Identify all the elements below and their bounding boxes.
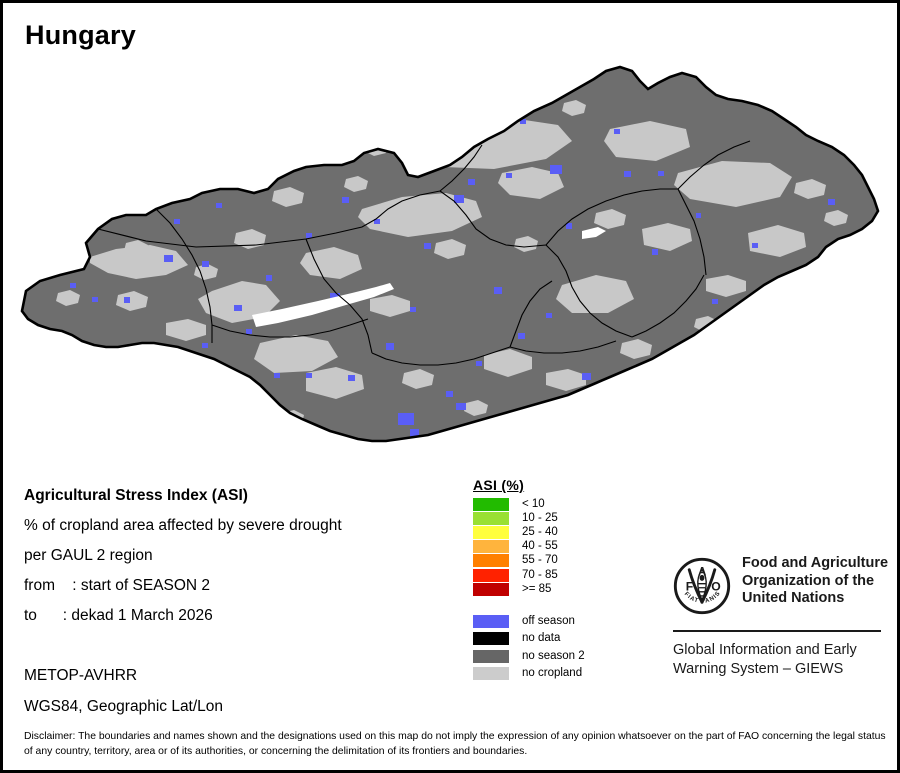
legend-item: 40 - 55 bbox=[473, 540, 585, 554]
fao-organization-name: Food and Agriculture Organization of the… bbox=[742, 555, 889, 606]
legend-item: >= 85 bbox=[473, 582, 585, 596]
legend-item: 25 - 40 bbox=[473, 525, 585, 539]
legend-swatch-25-40 bbox=[473, 525, 509, 539]
fao-separator-rule bbox=[673, 630, 881, 632]
svg-text:A: A bbox=[698, 566, 707, 579]
info-block: Agricultural Stress Index (ASI) % of cro… bbox=[24, 481, 454, 631]
legend-swatch-no-season-2 bbox=[473, 649, 509, 663]
info-heading: Agricultural Stress Index (ASI) bbox=[24, 487, 248, 504]
legend-swatch-10-25 bbox=[473, 511, 509, 525]
giews-programme-name: Global Information and Early Warning Sys… bbox=[673, 642, 857, 677]
legend-title: ASI (%) bbox=[473, 477, 525, 493]
legend-swatch-gte85 bbox=[473, 582, 509, 596]
legend-divider bbox=[473, 596, 585, 612]
legend-swatch-no-data bbox=[473, 632, 509, 646]
legend-label-gte85: >= 85 bbox=[522, 582, 552, 595]
page-title: Hungary bbox=[25, 20, 136, 50]
svg-text:O: O bbox=[711, 580, 720, 594]
legend-item: 55 - 70 bbox=[473, 554, 585, 568]
legend-swatch-no-cropland bbox=[473, 667, 509, 681]
legend-label-10-25: 10 - 25 bbox=[522, 511, 558, 524]
info-period-from: from : start of SEASON 2 bbox=[24, 577, 211, 594]
map-region-fills bbox=[22, 67, 878, 441]
legend-item: < 10 bbox=[473, 497, 585, 511]
disclaimer-text: Disclaimer: The boundaries and names sho… bbox=[24, 731, 886, 757]
lake-tisza bbox=[582, 227, 606, 239]
legend-label-lt10: < 10 bbox=[522, 497, 545, 510]
legend-swatch-off-season bbox=[473, 614, 509, 628]
sensor-block: METOP-AVHRR WGS84, Geographic Lat/Lon bbox=[24, 660, 223, 722]
legend-label-no-data: no data bbox=[522, 632, 561, 645]
legend-swatch-70-85 bbox=[473, 568, 509, 582]
projection-name: WGS84, Geographic Lat/Lon bbox=[24, 698, 224, 715]
sensor-name: METOP-AVHRR bbox=[24, 667, 138, 684]
fao-logo-icon: F A O FIAT PANIS bbox=[673, 557, 731, 620]
legend-item: no cropland bbox=[473, 665, 585, 683]
legend-swatch-55-70 bbox=[473, 554, 509, 568]
legend-item: 10 - 25 bbox=[473, 511, 585, 525]
lake-balaton bbox=[252, 283, 394, 327]
fao-header: F A O FIAT PANIS Food and Agriculture Or… bbox=[673, 555, 893, 620]
legend-item: 70 - 85 bbox=[473, 568, 585, 582]
fao-block: F A O FIAT PANIS Food and Agriculture Or… bbox=[673, 555, 893, 679]
legend-label-no-season-2: no season 2 bbox=[522, 649, 585, 662]
legend-label-70-85: 70 - 85 bbox=[522, 568, 558, 581]
info-aggregation: per GAUL 2 region bbox=[24, 547, 153, 564]
legend-label-off-season: off season bbox=[522, 614, 575, 627]
legend-label-no-cropland: no cropland bbox=[522, 667, 583, 680]
legend-swatch-lt10 bbox=[473, 497, 509, 511]
legend-item: no data bbox=[473, 630, 585, 648]
info-period-to: to : dekad 1 March 2026 bbox=[24, 607, 213, 624]
legend-swatch-40-55 bbox=[473, 540, 509, 554]
region-boundaries bbox=[97, 140, 751, 366]
legend-label-55-70: 55 - 70 bbox=[522, 554, 558, 567]
legend-item: off season bbox=[473, 612, 585, 630]
legend: ASI (%) < 10 10 - 25 25 - 40 40 - 55 55 … bbox=[473, 477, 585, 682]
national-boundary bbox=[20, 65, 880, 443]
svg-text:F: F bbox=[686, 580, 693, 594]
legend-item: no season 2 bbox=[473, 647, 585, 665]
legend-label-25-40: 25 - 40 bbox=[522, 525, 558, 538]
legend-label-40-55: 40 - 55 bbox=[522, 540, 558, 553]
info-description: % of cropland area affected by severe dr… bbox=[24, 517, 342, 534]
map-canvas bbox=[6, 43, 897, 458]
hungary-asi-map bbox=[20, 65, 880, 443]
